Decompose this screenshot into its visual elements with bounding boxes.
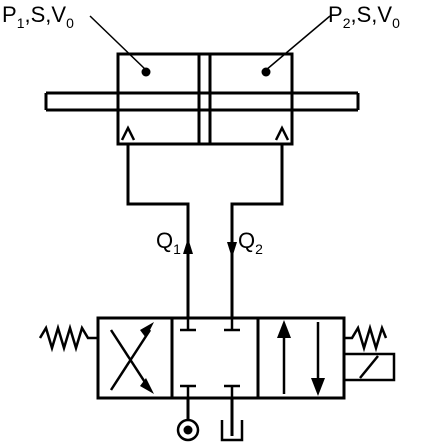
cross-arrow-head-up-icon xyxy=(140,322,154,338)
chamber-left-dot xyxy=(141,67,151,77)
port-notch-left xyxy=(120,125,136,141)
flow-left-label: Q1 xyxy=(156,228,181,257)
valve-cross-position xyxy=(109,329,152,391)
valve-parallel-position xyxy=(282,322,320,394)
chamber-right-dot xyxy=(261,67,271,77)
line-to-chamber-right xyxy=(230,144,284,318)
cylinder-body xyxy=(116,52,294,146)
hydraulic-lines xyxy=(126,144,284,318)
flow-arrow-down-icon xyxy=(227,242,237,258)
line-to-chamber-left xyxy=(126,144,190,318)
parallel-arrow-head-down-icon xyxy=(311,378,325,396)
directional-control-valve xyxy=(96,316,346,400)
chamber-right-label: P2,S,V0 xyxy=(328,2,400,31)
valve-body xyxy=(96,316,346,400)
tank-icon xyxy=(220,420,244,442)
port-notch-right xyxy=(274,125,290,141)
chamber-left-label: P1,S,V0 xyxy=(2,2,74,31)
flow-right-label: Q2 xyxy=(238,228,263,257)
double-rod-cylinder xyxy=(44,52,360,146)
valve-center-position xyxy=(180,318,240,398)
flow-arrow-up-icon xyxy=(183,238,193,254)
piston-fill xyxy=(200,94,209,109)
cross-arrow-line-2 xyxy=(109,329,152,391)
pressure-source-dot xyxy=(183,425,193,435)
cross-arrow-head-down-icon xyxy=(140,378,154,394)
spring-right-icon xyxy=(344,323,388,353)
leader-line-left xyxy=(89,15,147,71)
solenoid-actuator-icon xyxy=(342,352,396,382)
leader-line-right xyxy=(265,15,331,71)
spring-left-icon xyxy=(38,323,98,353)
pressure-source-icon xyxy=(176,418,200,442)
parallel-arrow-head-up-icon xyxy=(277,320,291,338)
